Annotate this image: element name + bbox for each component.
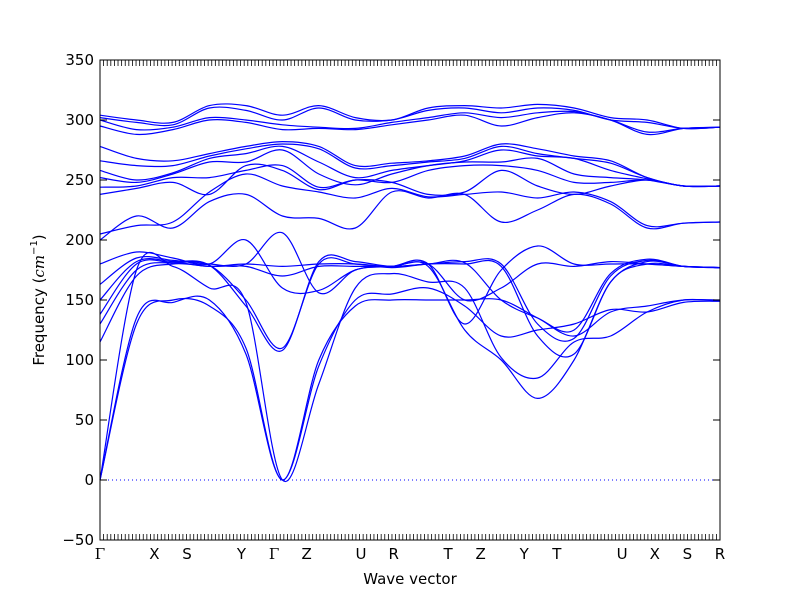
y-tick-label: 300 (65, 111, 94, 129)
band-line-17 (99, 140, 721, 188)
y-tick-label: 0 (84, 471, 94, 489)
band-line-1 (99, 297, 721, 481)
band-line-13 (99, 164, 721, 189)
high-symmetry-label: S (683, 545, 693, 563)
band-line-2 (99, 287, 721, 481)
band-line-7 (99, 254, 721, 352)
band-line-16 (99, 143, 721, 188)
band-line-14 (99, 149, 721, 188)
y-tick-label: 100 (65, 351, 94, 369)
y-tick-label: 250 (65, 171, 94, 189)
y-tick-layer: −50 0 50 100 150 200 250 300 350 (62, 51, 720, 549)
band-line-3 (99, 251, 721, 483)
band-line-9 (99, 239, 721, 325)
y-axis-label-text: Frequency ( (30, 278, 48, 366)
y-tick-label: 150 (65, 291, 94, 309)
high-symmetry-label: X (650, 545, 660, 563)
band-line-12 (99, 163, 721, 196)
y-axis-label-exp: −1 (29, 240, 40, 255)
high-symmetry-label: R (715, 545, 725, 563)
y-axis-label-unit: cm (30, 255, 48, 278)
high-symmetry-label: Y (236, 545, 247, 563)
band-line-18 (99, 112, 721, 136)
high-symmetry-label: Γ (95, 545, 105, 563)
band-line-6 (99, 257, 721, 349)
high-symmetry-label: U (356, 545, 367, 563)
band-line-15 (99, 145, 721, 188)
high-symmetry-label: U (617, 545, 628, 563)
y-tick-label: −50 (62, 531, 94, 549)
high-symmetry-label: S (182, 545, 192, 563)
high-symmetry-label: T (442, 545, 453, 563)
high-symmetry-label: X (149, 545, 159, 563)
y-tick-label: 200 (65, 231, 94, 249)
high-symmetry-label: R (388, 545, 398, 563)
band-line-10 (99, 190, 721, 241)
high-symmetry-label: Z (302, 545, 312, 563)
y-tick-label: 50 (75, 411, 94, 429)
band-series-layer (99, 103, 721, 483)
y-axis-label-close: ) (30, 234, 48, 240)
plot-frame (99, 59, 721, 541)
band-line-4 (99, 261, 721, 400)
high-symmetry-label: Z (476, 545, 486, 563)
x-axis-label: Wave vector (363, 570, 457, 588)
high-symmetry-label: Y (519, 545, 530, 563)
high-symmetry-label: T (551, 545, 562, 563)
y-tick-label: 350 (65, 51, 94, 69)
band-line-21 (99, 103, 721, 130)
band-line-20 (99, 106, 721, 130)
y-axis-label: Frequency (cm−1) (29, 234, 48, 365)
high-symmetry-label: Γ (269, 545, 279, 563)
